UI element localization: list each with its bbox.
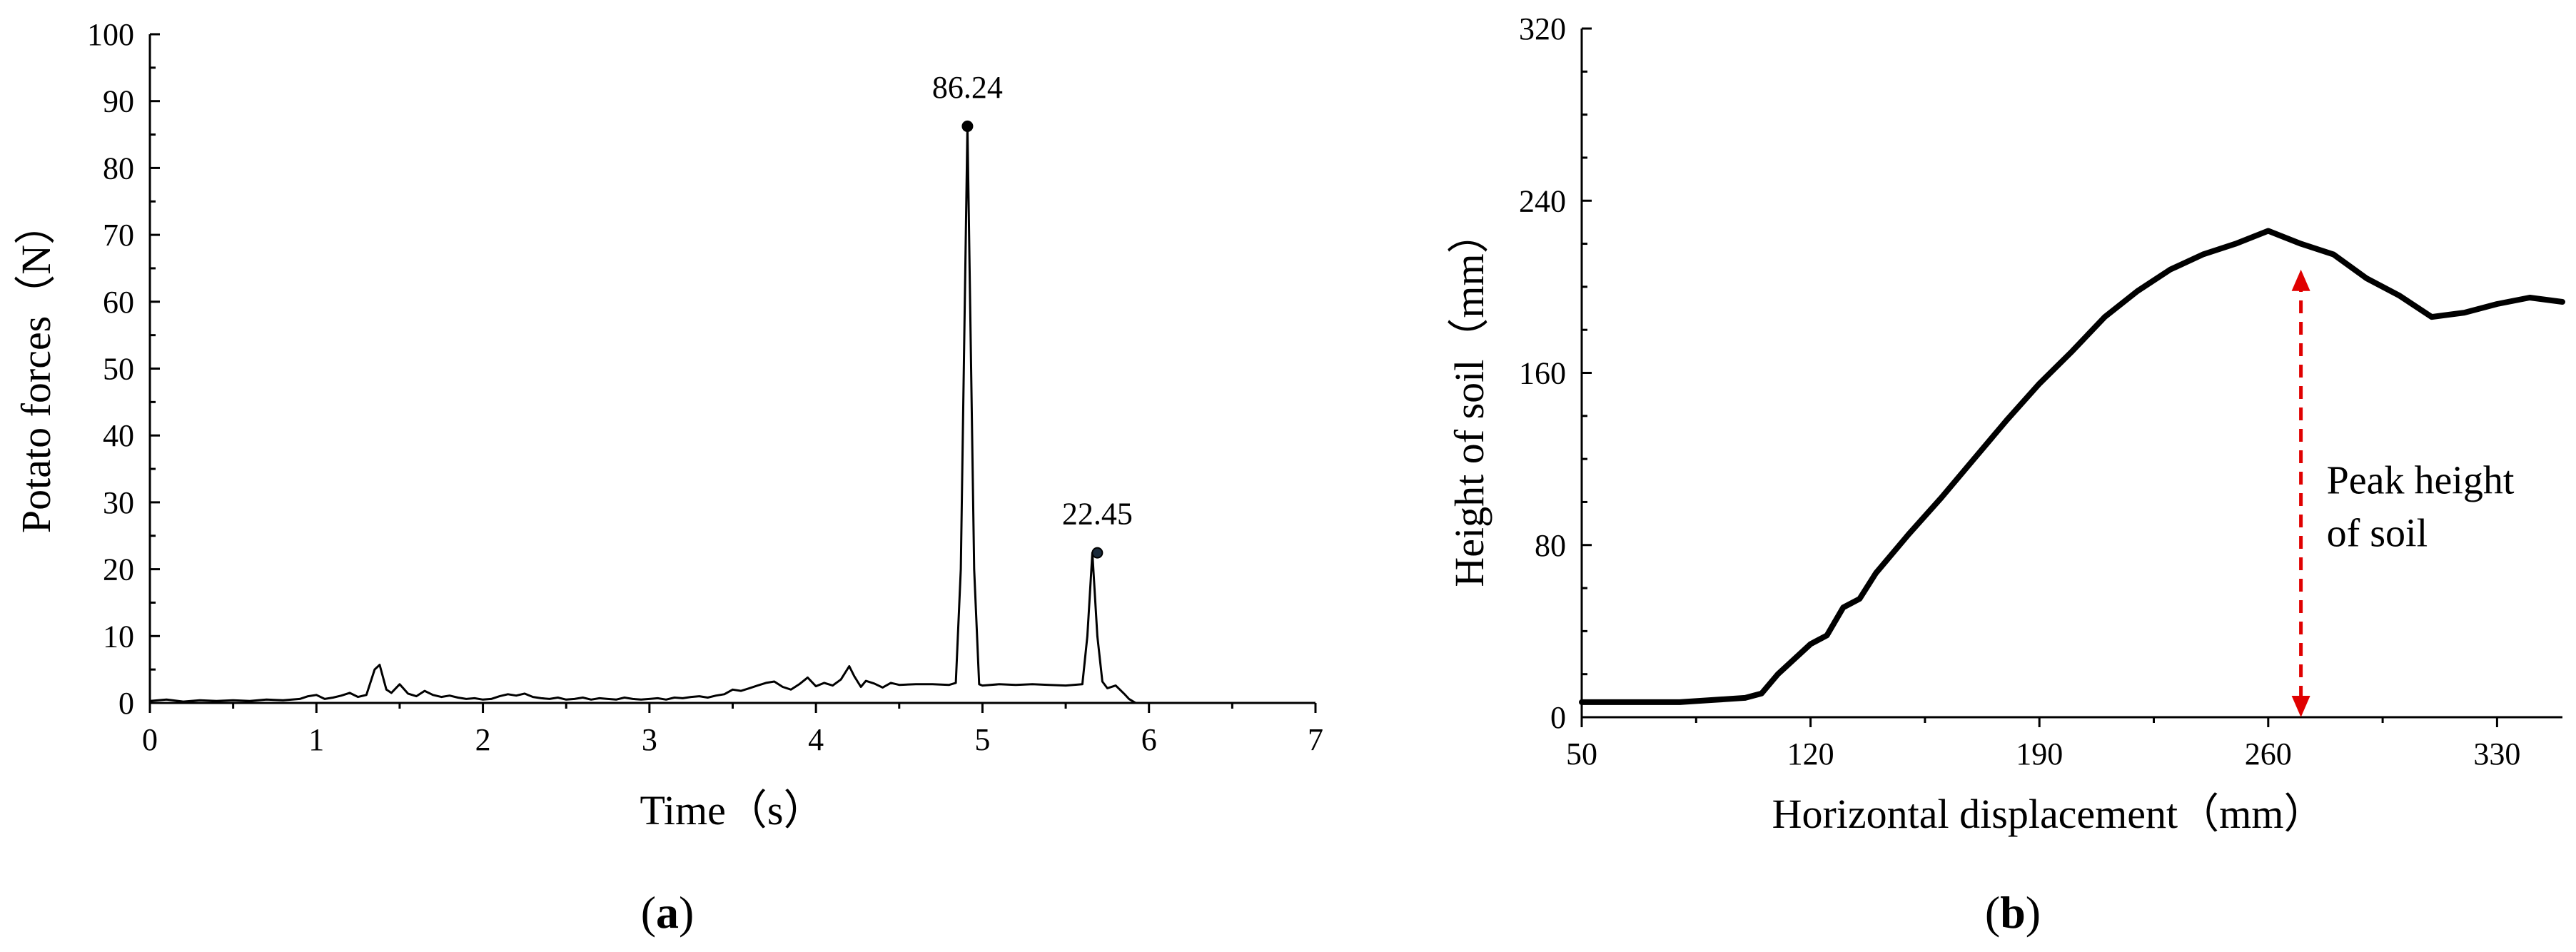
y-tick-label-a: 10: [103, 619, 134, 654]
x-tick-label-a: 6: [1141, 722, 1157, 757]
panel-label-b: (b): [1985, 887, 2041, 938]
x-tick-label-b: 50: [1566, 736, 1597, 771]
series-line-a: [149, 125, 1136, 704]
peak-point-a: [961, 120, 974, 132]
peak-point-a: [1091, 547, 1103, 559]
x-tick-label-a: 1: [308, 722, 324, 757]
panel-label-a-open: (: [641, 887, 656, 938]
y-tick-label-a: 90: [103, 84, 134, 119]
x-tick-label-a: 3: [642, 722, 657, 757]
y-tick-label-b: 160: [1519, 356, 1566, 391]
panel-label-a-close: ): [679, 887, 694, 938]
panel-label-a: (a): [641, 887, 694, 938]
panel-label-b-letter: b: [2000, 887, 2026, 938]
y-tick-label-a: 50: [103, 352, 134, 387]
y-tick-label-b: 80: [1535, 528, 1566, 563]
panel-label-b-open: (: [1985, 887, 2000, 938]
x-tick-label-a: 7: [1308, 722, 1323, 757]
x-tick-label-a: 5: [974, 722, 990, 757]
annotation-text-line2: of soil: [2327, 511, 2428, 555]
arrowhead-up: [2291, 269, 2310, 291]
annotations-a: 86.24 22.45: [932, 70, 1133, 559]
x-tick-label-b: 190: [2016, 736, 2063, 771]
y-tick-label-a: 60: [103, 285, 134, 320]
arrowhead-down: [2291, 696, 2310, 717]
x-ticks-a: 0 1 2 3 4 5 6 7: [142, 703, 1323, 757]
y-tick-label-a: 100: [87, 17, 134, 52]
annotation-text-line1: Peak height: [2327, 458, 2515, 502]
x-axis-title-a: Time（s）: [640, 787, 825, 834]
y-tick-label-a: 0: [118, 686, 134, 721]
y-tick-label-b: 240: [1519, 183, 1566, 218]
x-ticks-b: 50 120 190 260 330: [1566, 717, 2520, 771]
y-tick-label-a: 70: [103, 218, 134, 253]
y-ticks-a: 0 10 20 30 40 50 60 70 80 90 100: [87, 17, 160, 721]
y-ticks-b: 0 80 160 240 320: [1519, 11, 1592, 735]
y-tick-label-b: 0: [1550, 700, 1566, 735]
data-label-a: 86.24: [932, 70, 1003, 105]
panel-label-a-letter: a: [656, 887, 679, 938]
y-tick-label-a: 30: [103, 485, 134, 520]
chart-panel-a: 0 10 20 30 40 50 60 70 80 90 100 0 1 2 3 4 5 6 7 86.24 22.…: [13, 17, 1323, 938]
y-tick-label-a: 80: [103, 151, 134, 186]
x-axis-title-b: Horizontal displacement（mm）: [1772, 791, 2325, 837]
annotations-b: Peak height of soil: [2291, 269, 2515, 717]
y-tick-label-a: 20: [103, 552, 134, 587]
x-tick-label-a: 4: [808, 722, 824, 757]
y-axis-title-a: Potato forces（N）: [13, 203, 59, 533]
data-label-a: 22.45: [1062, 497, 1133, 532]
x-tick-label-a: 2: [475, 722, 491, 757]
series-group-a: [149, 125, 1136, 704]
chart-panel-b: 0 80 160 240 320 50 120 190 260 330 Peak height o…: [1446, 11, 2565, 938]
series-group-b: [1579, 228, 2565, 705]
x-tick-label-b: 260: [2245, 736, 2292, 771]
y-tick-label-a: 40: [103, 418, 134, 453]
y-axis-title-b: Height of soil（mm）: [1446, 212, 1492, 587]
x-tick-label-a: 0: [142, 722, 158, 757]
y-tick-label-b: 320: [1519, 11, 1566, 46]
x-tick-label-b: 120: [1787, 736, 1834, 771]
series-line-b: [1579, 228, 2565, 705]
x-tick-label-b: 330: [2473, 736, 2520, 771]
panel-label-b-close: ): [2026, 887, 2041, 938]
